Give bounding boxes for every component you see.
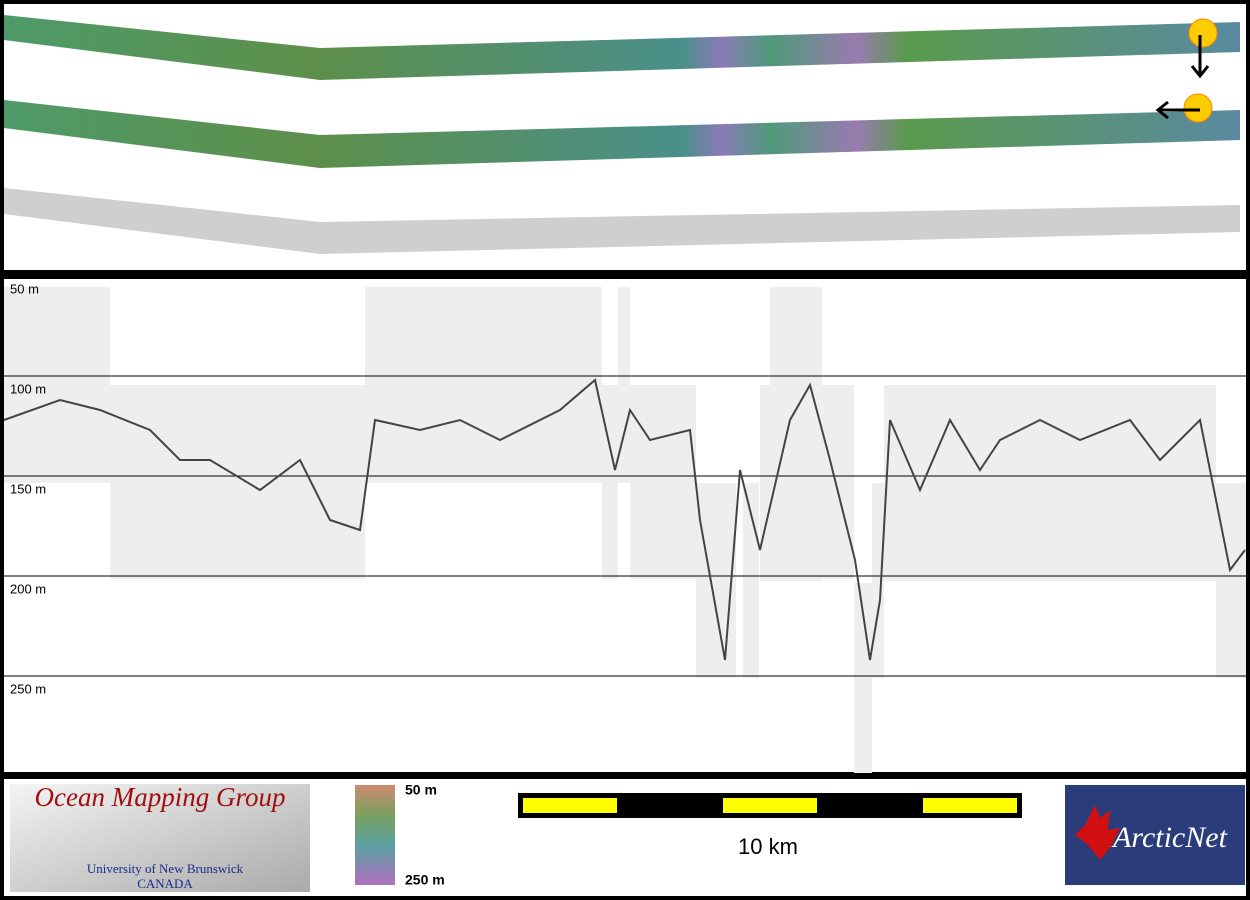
swath-backscatter (4, 188, 1240, 254)
omg-country: CANADA (137, 876, 193, 891)
depth-lines (4, 375, 1246, 677)
maple-leaf (1075, 805, 1120, 860)
omg-logo (10, 784, 310, 892)
arrow (1155, 100, 1200, 120)
arrow (1190, 35, 1210, 79)
echogram-windows (4, 287, 1246, 773)
arcticnet-label: ArcticNet (1111, 821, 1228, 854)
depth-label: 200 m (10, 581, 46, 596)
swath-shaded (4, 15, 1240, 80)
depth-label: 250 m (10, 681, 46, 696)
omg-title: Ocean Mapping Group (35, 782, 286, 812)
scale-bar-label: 10 km (738, 834, 798, 859)
depth-label: 100 m (10, 381, 46, 396)
seafloor-trace (3, 378, 1246, 661)
omg-subtitle: University of New Brunswick (87, 861, 244, 876)
depth-label: 150 m (10, 481, 46, 496)
scale-bar-segments (523, 798, 1017, 813)
marker (1183, 93, 1213, 123)
colorbar-top-label: 50 m (405, 782, 437, 798)
colorbar-bottom-label: 250 m (405, 872, 445, 888)
marker (1188, 18, 1218, 48)
depth-label: 50 m (10, 281, 39, 296)
colorbar (355, 785, 395, 885)
swath-shaded (4, 100, 1240, 168)
